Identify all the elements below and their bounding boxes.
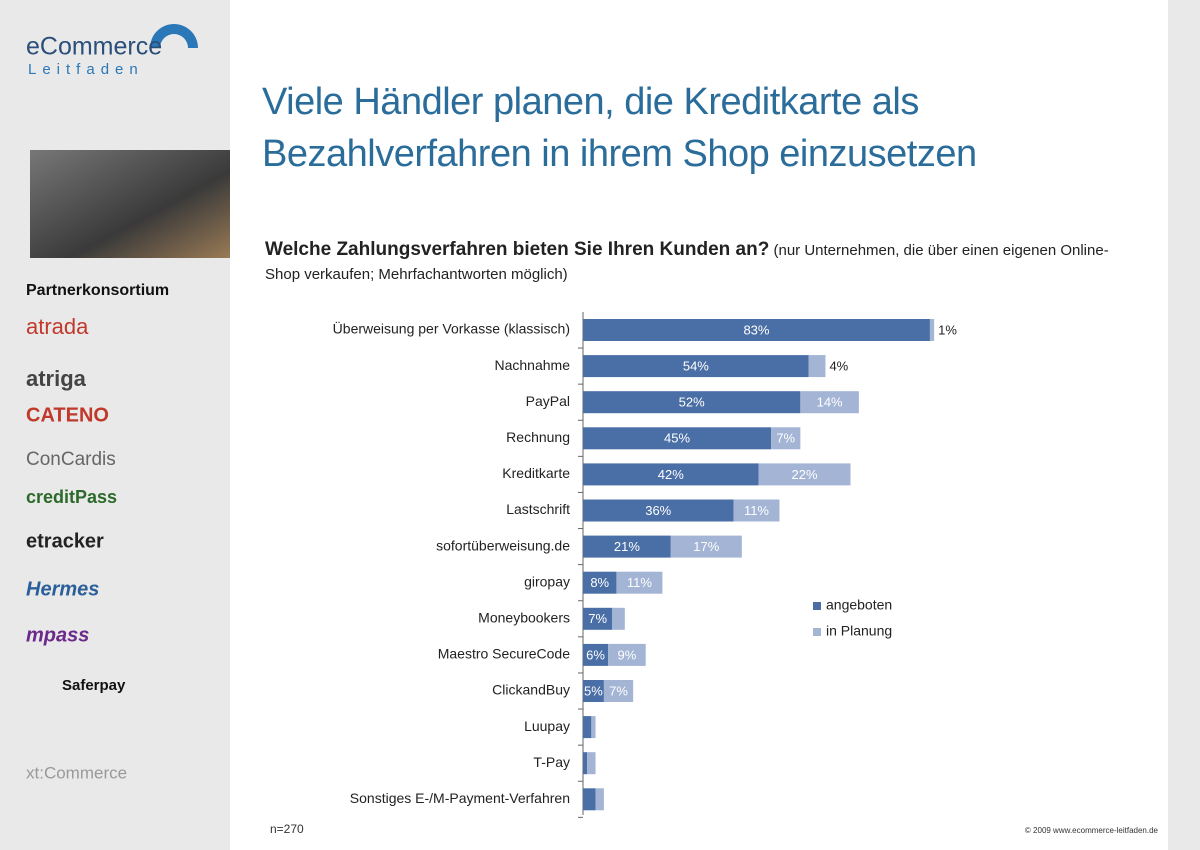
bar-segment	[583, 427, 772, 450]
slide-title: Viele Händler planen, die Kreditkarte al…	[262, 81, 977, 175]
value-label: 9%	[617, 647, 636, 662]
category-label: Kreditkarte	[502, 465, 570, 481]
question-text: Welche Zahlungsverfahren bieten Sie Ihre…	[265, 239, 770, 260]
value-label: 17%	[693, 539, 719, 554]
bar-segment	[808, 355, 826, 378]
bar-segment	[758, 463, 851, 486]
value-label: 36%	[645, 503, 671, 518]
category-label: sofortüberweisung.de	[436, 537, 570, 553]
partner-logo: CATENO	[26, 404, 109, 426]
category-label: Maestro SecureCode	[438, 646, 571, 662]
category-label: Moneybookers	[478, 610, 570, 626]
value-label: 1%	[938, 322, 957, 337]
question: Welche Zahlungsverfahren bieten Sie Ihre…	[265, 238, 1115, 287]
value-label: 7%	[609, 683, 628, 698]
value-label: 7%	[776, 431, 795, 446]
bar-segment	[616, 571, 663, 594]
legend-label: angeboten	[826, 597, 892, 613]
category-label: ClickandBuy	[492, 682, 570, 698]
legend-label: in Planung	[826, 623, 892, 639]
value-label: 11%	[627, 575, 652, 590]
bar-segment	[583, 680, 604, 702]
keyboard-image	[30, 150, 230, 258]
bar-segment	[733, 499, 780, 522]
question-note: (nur Unternehmen, die über einen eigenen…	[265, 242, 1109, 283]
category-label: Luupay	[524, 718, 570, 734]
bar-segment	[603, 680, 634, 702]
logo-arc	[150, 24, 198, 48]
legend-swatch	[813, 628, 821, 636]
copyright: © 2009 www.ecommerce-leitfaden.de	[1025, 826, 1159, 835]
category-label: Sonstiges E-/M-Payment-Verfahren	[350, 790, 570, 806]
bar-segment	[583, 716, 592, 739]
category-label: T-Pay	[533, 754, 570, 770]
value-label: 21%	[614, 539, 640, 554]
bar-segment	[583, 643, 609, 666]
bar-segment	[583, 499, 734, 522]
value-label: 6%	[586, 647, 605, 662]
category-label: Nachnahme	[495, 357, 571, 373]
partner-logo: ConCardis	[26, 449, 116, 470]
bar-segment	[583, 535, 671, 558]
bar-segment	[583, 355, 809, 378]
brand-name: eCommerce	[26, 33, 162, 61]
brand-sub: Leitfaden	[28, 61, 144, 78]
category-label: Überweisung per Vorkasse (klassisch)	[333, 320, 570, 337]
content-area	[230, 0, 1168, 850]
partner-logo: creditPass	[26, 487, 117, 507]
value-label: 14%	[817, 395, 843, 410]
bar-segment	[595, 788, 604, 811]
bar-segment	[591, 716, 596, 739]
bar-segment	[800, 391, 859, 414]
bar-segment	[583, 571, 617, 594]
partner-logo: atriga	[26, 366, 87, 391]
category-label: Rechnung	[506, 429, 570, 445]
sample-size: n=270	[270, 822, 304, 836]
bar-segment	[583, 752, 588, 775]
bar-segment	[929, 319, 935, 341]
bar-segment	[583, 391, 801, 414]
bar-segment	[583, 607, 613, 630]
value-label: 11%	[744, 503, 769, 518]
value-label: 54%	[683, 359, 709, 374]
category-label: Lastschrift	[506, 501, 570, 517]
partner-logo: Hermes	[26, 578, 99, 600]
value-label: 52%	[679, 395, 705, 410]
partner-logo: atrada	[26, 314, 89, 339]
bar-segment	[612, 607, 625, 630]
bar-segment	[587, 752, 596, 775]
value-label: 45%	[664, 431, 690, 446]
category-label: PayPal	[526, 393, 570, 409]
bar-segment	[771, 427, 801, 450]
value-label: 7%	[588, 611, 607, 626]
partner-logo: xt:Commerce	[26, 763, 127, 782]
bar-segment	[670, 535, 742, 558]
value-label: 8%	[590, 575, 609, 590]
value-label: 83%	[743, 322, 769, 337]
bar-segment	[583, 319, 930, 341]
value-label: 42%	[658, 467, 684, 482]
bar-segment	[583, 788, 596, 811]
sidebar-heading: Partnerkonsortium	[26, 282, 169, 299]
partner-logo: etracker	[26, 530, 104, 552]
partner-logo: Saferpay	[62, 677, 126, 694]
legend-swatch	[813, 602, 821, 610]
bar-segment	[608, 643, 646, 666]
category-label: giropay	[524, 573, 570, 589]
value-label: 4%	[829, 359, 848, 374]
value-label: 5%	[584, 683, 603, 698]
value-label: 22%	[792, 467, 818, 482]
partner-logo: mpass	[26, 624, 89, 646]
bar-segment	[583, 463, 759, 486]
